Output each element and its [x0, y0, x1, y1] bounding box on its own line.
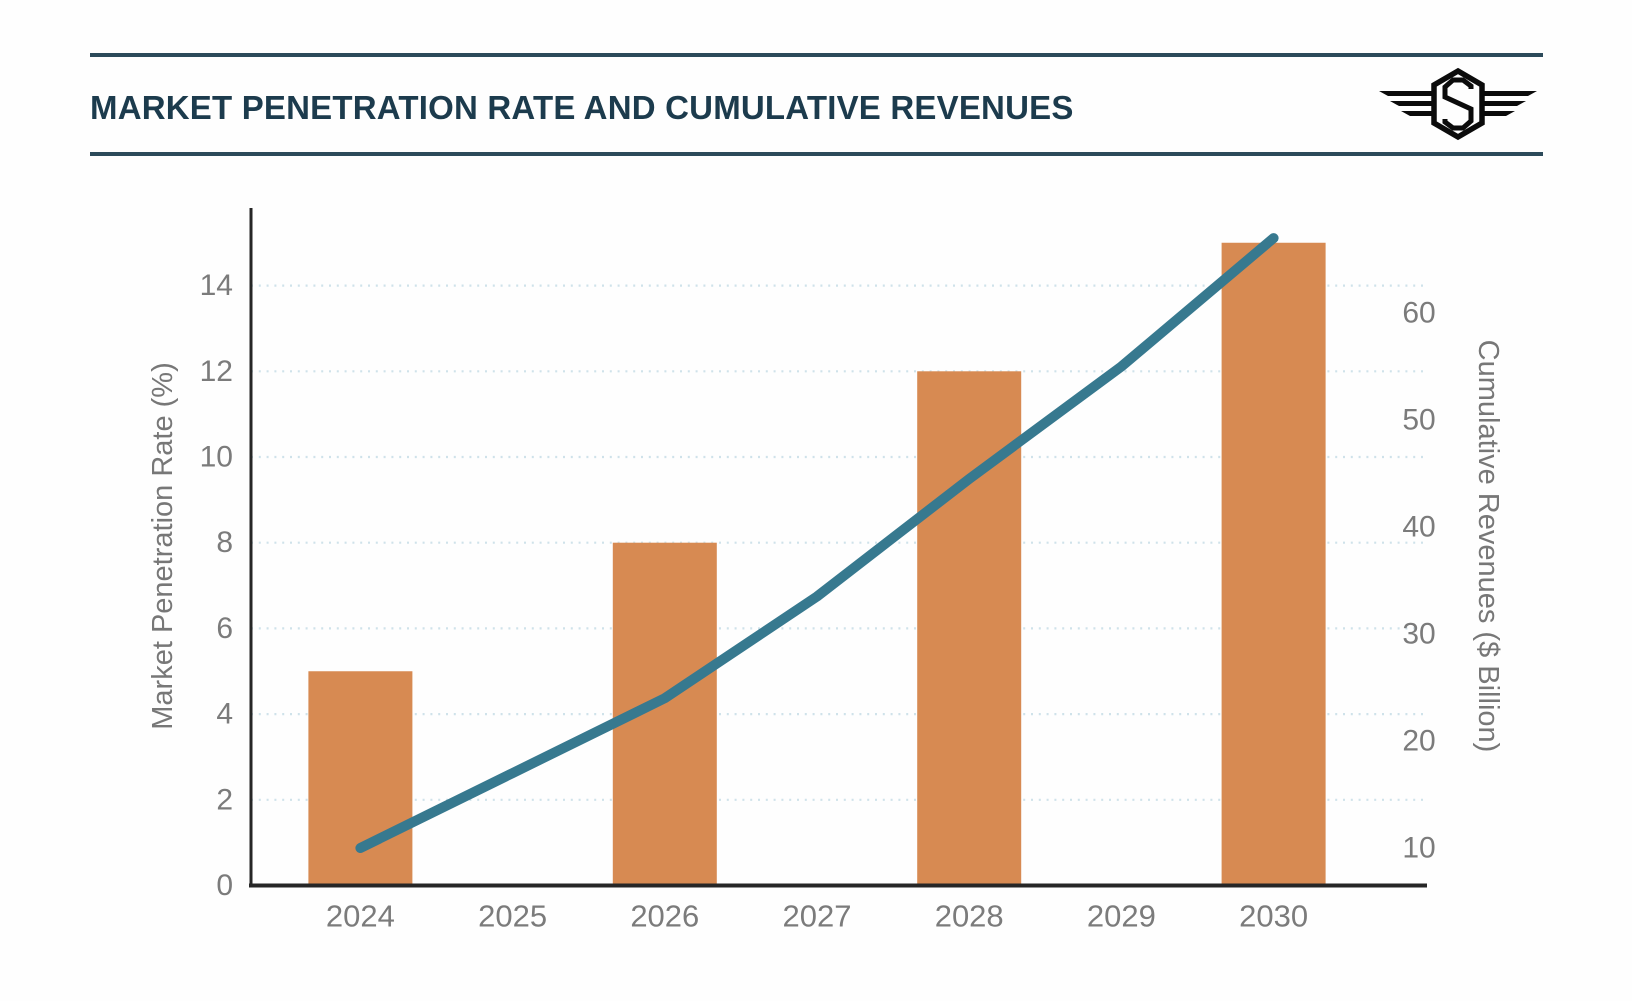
left-tick-label-8: 8 [216, 526, 233, 559]
x-tick-label-2027: 2027 [783, 899, 852, 934]
right-tick-label-60: 60 [1402, 297, 1435, 330]
header-bottom-rule [90, 152, 1543, 156]
bar-2030 [1221, 242, 1326, 886]
x-tick-label-2029: 2029 [1087, 899, 1156, 934]
left-tick-label-4: 4 [216, 698, 233, 731]
left-axis-title: Market Penetration Rate (%) [147, 362, 179, 729]
x-tick-label-2030: 2030 [1239, 899, 1308, 934]
x-tick-label-2025: 2025 [478, 899, 547, 934]
page-title: MARKET PENETRATION RATE AND CUMULATIVE R… [90, 89, 1074, 126]
left-tick-label-12: 12 [200, 355, 233, 388]
axis-lines-layer [249, 208, 1427, 888]
x-tick-label-2028: 2028 [935, 899, 1004, 934]
x-tick-label-2026: 2026 [630, 899, 699, 934]
bar-2024 [308, 671, 413, 886]
winged-s-hexagon-emblem-icon [1379, 67, 1537, 141]
right-axis-title: Cumulative Revenues ($ Billion) [1472, 340, 1504, 753]
right-tick-label-40: 40 [1402, 511, 1435, 544]
brand-logo [1373, 62, 1543, 146]
revenues-line [355, 233, 1279, 853]
left-tick-label-0: 0 [216, 869, 233, 902]
bar-series-layer [308, 242, 1326, 886]
right-tick-label-20: 20 [1402, 725, 1435, 758]
line-series-layer [355, 233, 1279, 853]
header-top-rule [90, 53, 1543, 57]
right-tick-label-10: 10 [1402, 832, 1435, 865]
right-tick-label-30: 30 [1402, 618, 1435, 651]
left-tick-label-14: 14 [200, 269, 233, 302]
left-tick-label-2: 2 [216, 783, 233, 816]
left-tick-label-10: 10 [200, 441, 233, 474]
right-tick-label-50: 50 [1402, 404, 1435, 437]
x-tick-label-2024: 2024 [326, 899, 395, 934]
left-tick-label-6: 6 [216, 612, 233, 645]
